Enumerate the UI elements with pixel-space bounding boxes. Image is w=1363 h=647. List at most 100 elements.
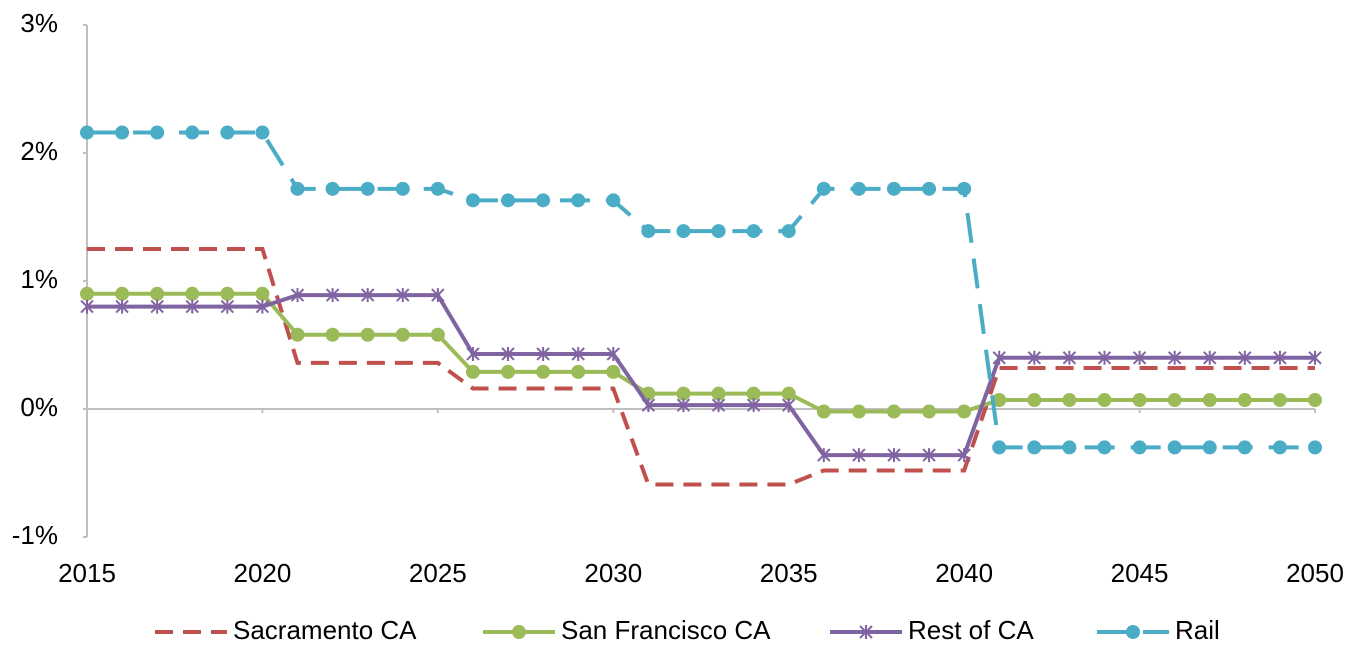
x-tick-label: 2030 <box>584 558 642 588</box>
marker <box>859 625 873 639</box>
marker <box>1062 440 1077 455</box>
y-tick-label: 0% <box>20 392 58 422</box>
y-tick-label: -1% <box>12 520 58 550</box>
marker <box>465 364 480 379</box>
marker <box>922 181 937 196</box>
marker <box>781 386 796 401</box>
marker <box>465 193 480 208</box>
marker <box>290 327 305 342</box>
marker <box>430 327 445 342</box>
legend-label: San Francisco CA <box>561 615 771 645</box>
marker <box>1308 350 1322 365</box>
marker <box>115 125 130 140</box>
marker <box>115 299 129 314</box>
marker <box>220 299 235 314</box>
legend-label: Sacramento CA <box>233 615 417 645</box>
legend-item: Sacramento CA <box>155 615 417 645</box>
marker <box>431 288 445 303</box>
marker <box>886 181 901 196</box>
legend-label: Rest of CA <box>908 615 1034 645</box>
marker <box>922 404 937 419</box>
marker <box>325 181 340 196</box>
marker <box>220 125 235 140</box>
marker <box>80 125 94 140</box>
marker <box>185 299 199 314</box>
marker <box>150 286 165 301</box>
marker <box>220 286 235 301</box>
marker <box>711 386 726 401</box>
marker <box>957 404 972 419</box>
marker <box>536 193 551 208</box>
marker <box>746 386 761 401</box>
marker <box>115 286 130 301</box>
legend-item: San Francisco CA <box>483 615 771 645</box>
marker <box>150 299 164 314</box>
marker <box>1062 393 1077 408</box>
marker <box>360 181 375 196</box>
marker <box>290 288 305 303</box>
marker <box>150 125 165 140</box>
marker <box>1202 393 1217 408</box>
x-tick-label: 2020 <box>234 558 292 588</box>
legend-label: Rail <box>1175 615 1220 645</box>
marker <box>1062 350 1077 365</box>
marker <box>395 327 410 342</box>
marker <box>781 224 796 239</box>
marker <box>606 193 621 208</box>
series-line <box>87 291 1315 414</box>
marker <box>1167 350 1182 365</box>
marker <box>1308 440 1322 455</box>
x-tick-label: 2045 <box>1111 558 1169 588</box>
marker <box>1097 440 1112 455</box>
marker <box>255 286 270 301</box>
marker <box>676 224 691 239</box>
marker <box>922 448 936 463</box>
marker <box>957 181 972 196</box>
marker <box>1272 393 1287 408</box>
marker <box>325 327 340 342</box>
marker <box>676 386 691 401</box>
marker <box>1097 350 1112 365</box>
marker <box>782 398 796 413</box>
marker <box>641 224 656 239</box>
marker <box>817 448 831 463</box>
marker <box>1132 440 1147 455</box>
marker <box>430 181 445 196</box>
marker <box>185 125 200 140</box>
marker <box>1237 393 1252 408</box>
series-line <box>87 293 1315 458</box>
marker <box>395 181 410 196</box>
marker <box>1272 440 1287 455</box>
marker <box>641 398 656 413</box>
marker <box>886 404 901 419</box>
x-tick-label: 2050 <box>1286 558 1344 588</box>
marker <box>1132 350 1147 365</box>
marker <box>1027 350 1042 365</box>
marker <box>1167 440 1182 455</box>
marker <box>501 364 516 379</box>
marker <box>255 299 270 314</box>
marker <box>711 398 726 413</box>
marker <box>1132 393 1147 408</box>
y-tick-label: 1% <box>20 264 58 294</box>
marker <box>1027 393 1042 408</box>
marker <box>396 288 410 303</box>
marker <box>571 364 586 379</box>
marker <box>1238 350 1252 365</box>
marker <box>746 398 761 413</box>
legend-item: Rail <box>1097 615 1220 645</box>
marker <box>711 224 726 239</box>
marker <box>501 346 515 361</box>
marker <box>536 364 551 379</box>
marker <box>466 346 480 361</box>
marker <box>571 346 585 361</box>
marker <box>992 440 1007 455</box>
marker <box>185 286 200 301</box>
marker <box>606 364 621 379</box>
marker <box>887 448 901 463</box>
marker <box>676 398 691 413</box>
marker <box>816 181 831 196</box>
marker <box>512 625 526 639</box>
y-tick-label: 3% <box>20 8 58 38</box>
